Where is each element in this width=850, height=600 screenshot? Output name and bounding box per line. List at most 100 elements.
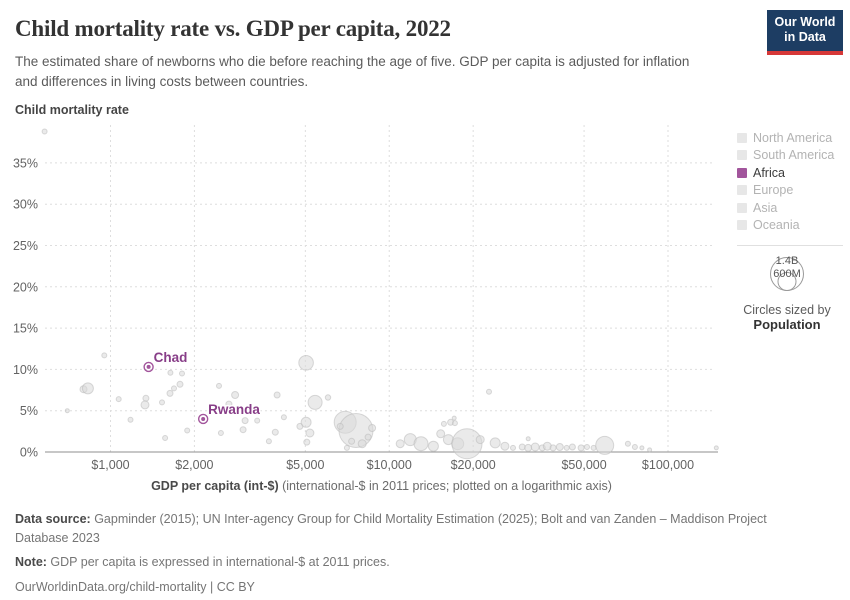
legend-item-label: Europe (753, 183, 794, 198)
highlight-point-chad[interactable] (146, 364, 151, 369)
x-tick-label: $100,000 (642, 458, 694, 472)
x-tick-label: $1,000 (91, 458, 129, 472)
data-point[interactable] (584, 444, 590, 450)
data-point[interactable] (524, 443, 533, 452)
data-point[interactable] (300, 416, 312, 428)
data-point[interactable] (413, 436, 429, 452)
y-tick-label: 10% (13, 363, 38, 377)
x-tick-label: $2,000 (175, 458, 213, 472)
data-point[interactable] (368, 424, 377, 432)
legend-item-north-america[interactable]: North America (737, 129, 845, 147)
footer-datasource-text: Gapminder (2015); UN Inter-agency Group … (15, 512, 767, 545)
data-point[interactable] (273, 391, 281, 399)
data-point[interactable] (486, 388, 492, 395)
data-point[interactable] (343, 444, 350, 451)
data-point[interactable] (595, 435, 615, 455)
data-point[interactable] (500, 441, 510, 451)
data-point[interactable] (568, 443, 576, 451)
owid-logo[interactable]: Our World in Data (767, 10, 843, 55)
data-point[interactable] (127, 416, 134, 423)
data-point[interactable] (64, 408, 70, 414)
data-point[interactable] (179, 370, 185, 377)
data-point[interactable] (271, 428, 279, 436)
data-point[interactable] (162, 435, 169, 441)
y-tick-label: 5% (20, 404, 38, 418)
data-point[interactable] (549, 444, 557, 452)
data-point[interactable] (395, 439, 405, 449)
highlight-ring-rwanda[interactable] (197, 413, 209, 425)
data-point[interactable] (324, 394, 332, 401)
data-point[interactable] (563, 444, 570, 451)
data-point[interactable] (348, 437, 356, 445)
data-point[interactable] (451, 428, 483, 460)
data-point[interactable] (239, 426, 247, 434)
data-point[interactable] (475, 435, 485, 445)
data-point[interactable] (167, 369, 174, 376)
data-point[interactable] (81, 382, 94, 395)
data-point[interactable] (298, 355, 314, 371)
data-point[interactable] (525, 436, 531, 442)
data-point[interactable] (338, 413, 374, 448)
data-point[interactable] (303, 438, 311, 446)
data-point[interactable] (577, 444, 585, 452)
data-point[interactable] (159, 399, 165, 406)
data-point[interactable] (555, 443, 564, 451)
data-point[interactable] (241, 417, 249, 425)
legend-item-europe[interactable]: Europe (737, 182, 845, 200)
data-point[interactable] (254, 417, 261, 424)
size-legend: 1.4B 600M Circles sized by Population (731, 248, 843, 332)
point-label-chad[interactable]: Chad (152, 348, 189, 366)
legend-item-south-america[interactable]: South America (737, 147, 845, 165)
data-point[interactable] (265, 438, 272, 445)
data-point[interactable] (305, 428, 315, 438)
data-point[interactable] (225, 400, 233, 408)
data-point[interactable] (184, 427, 191, 434)
legend-item-label: Asia (753, 200, 778, 215)
highlight-point-rwanda[interactable] (201, 416, 206, 421)
data-point[interactable] (631, 444, 638, 450)
data-point[interactable] (142, 394, 150, 402)
data-point[interactable] (357, 439, 367, 449)
data-point[interactable] (451, 415, 457, 421)
data-point[interactable] (140, 400, 150, 410)
legend-item-asia[interactable]: Asia (737, 199, 845, 217)
data-point[interactable] (307, 394, 323, 410)
data-point[interactable] (427, 440, 439, 452)
data-point[interactable] (280, 414, 287, 421)
data-point[interactable] (166, 389, 174, 397)
data-point[interactable] (489, 437, 501, 449)
data-point[interactable] (510, 444, 516, 451)
data-point[interactable] (176, 380, 184, 388)
legend-divider (737, 245, 843, 246)
footer-citation[interactable]: OurWorldinData.org/child-mortality | CC … (15, 579, 255, 594)
footer-datasource-label: Data source: (15, 512, 91, 526)
data-point[interactable] (171, 385, 177, 392)
data-point[interactable] (624, 440, 631, 447)
data-point[interactable] (216, 382, 222, 389)
data-point[interactable] (647, 447, 653, 453)
legend-item-oceania[interactable]: Oceania (737, 217, 845, 235)
data-point[interactable] (451, 420, 458, 427)
data-point[interactable] (364, 433, 372, 441)
data-point[interactable] (217, 430, 224, 436)
data-point[interactable] (530, 442, 540, 452)
x-tick-label: $20,000 (451, 458, 496, 472)
data-point[interactable] (436, 429, 446, 439)
y-axis-title: Child mortality rate (15, 103, 129, 117)
page-subtitle: The estimated share of newborns who die … (15, 54, 690, 89)
data-point[interactable] (336, 422, 344, 430)
data-point[interactable] (231, 391, 240, 399)
data-point[interactable] (440, 420, 447, 427)
highlight-ring-chad[interactable] (143, 361, 154, 373)
footer-note: Note: GDP per capita is expressed in int… (15, 553, 820, 572)
data-point[interactable] (639, 445, 645, 451)
data-point[interactable] (713, 445, 719, 451)
data-point[interactable] (41, 128, 48, 135)
legend-item-label: Oceania (753, 218, 800, 233)
data-point[interactable] (115, 396, 122, 403)
data-point[interactable] (518, 443, 526, 451)
point-label-rwanda[interactable]: Rwanda (207, 400, 262, 418)
legend-item-africa[interactable]: Africa (737, 164, 845, 182)
data-point[interactable] (101, 352, 108, 359)
